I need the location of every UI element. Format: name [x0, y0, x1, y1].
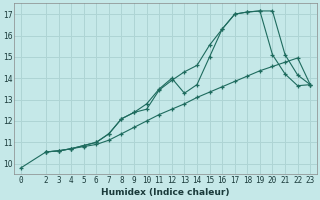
X-axis label: Humidex (Indice chaleur): Humidex (Indice chaleur) [101, 188, 230, 197]
